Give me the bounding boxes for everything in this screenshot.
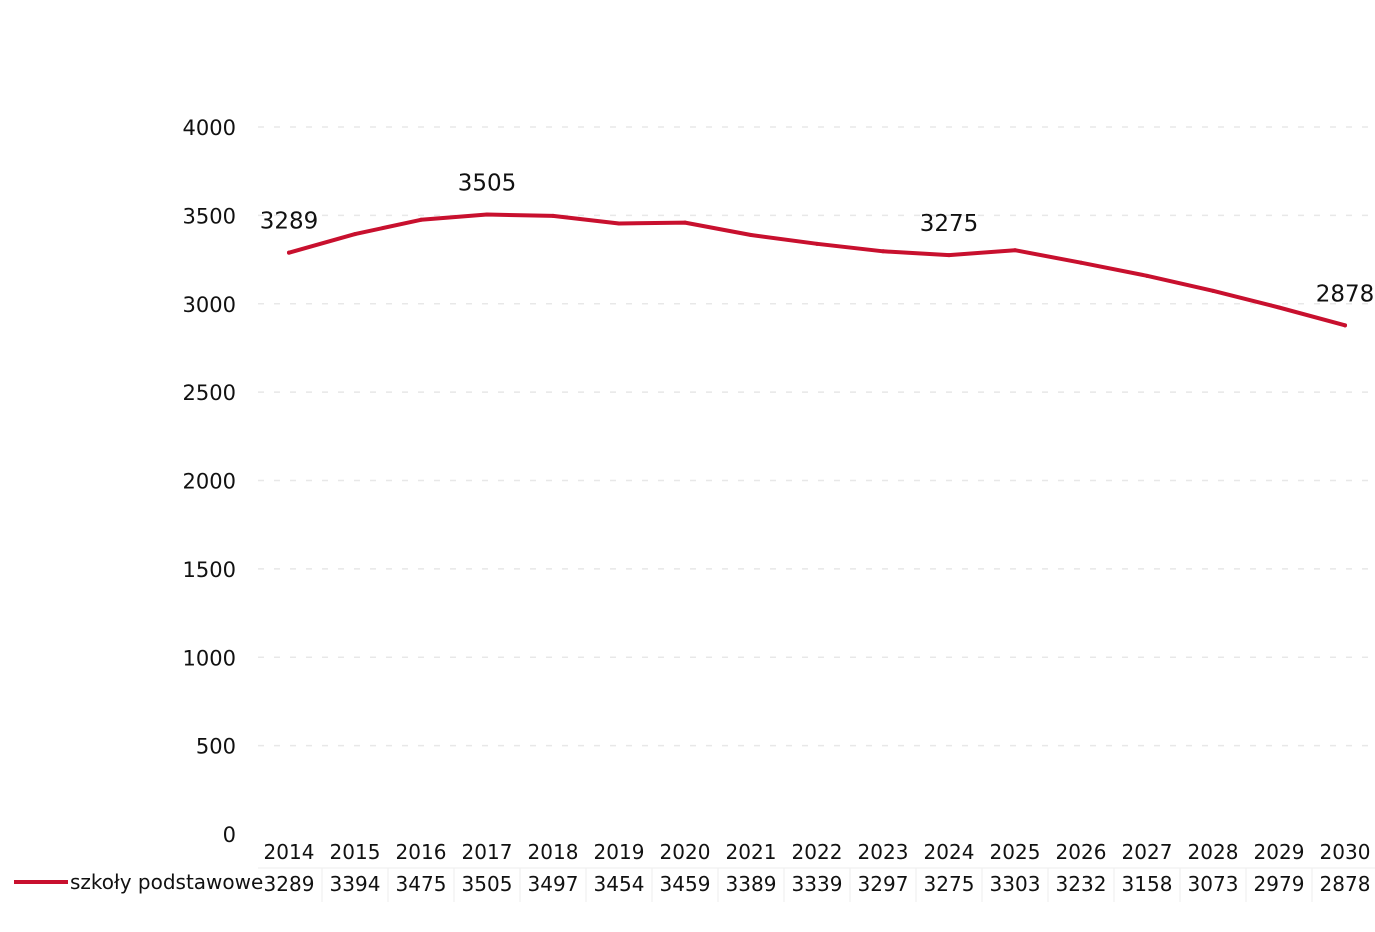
- table-value: 3459: [660, 872, 711, 896]
- table-value: 3475: [396, 872, 447, 896]
- y-tick-label: 3500: [183, 204, 236, 228]
- y-axis: 0 500 1000 1500 2000 2500 3000 3500 4000: [183, 116, 236, 847]
- data-label: 3505: [458, 170, 517, 196]
- data-point: [815, 241, 819, 246]
- y-tick-label: 2500: [183, 381, 236, 405]
- table-value: 3158: [1122, 872, 1173, 896]
- data-point: [947, 253, 951, 258]
- table-value: 3289: [264, 872, 315, 896]
- x-tick-label: 2020: [660, 840, 711, 864]
- table-value: 3073: [1188, 872, 1239, 896]
- y-tick-label: 500: [196, 735, 236, 759]
- data-point: [551, 213, 555, 218]
- x-tick-label: 2028: [1188, 840, 1239, 864]
- data-point: [419, 217, 423, 222]
- table-value: 3497: [528, 872, 579, 896]
- series-line: [287, 212, 1347, 328]
- data-point: [1013, 248, 1017, 253]
- table-value: 3454: [594, 872, 645, 896]
- data-point: [485, 212, 489, 217]
- series-layer: [287, 212, 1347, 328]
- table-value: 3297: [858, 872, 909, 896]
- x-tick-label: 2014: [264, 840, 315, 864]
- table-value: 3339: [792, 872, 843, 896]
- table-value: 3389: [726, 872, 777, 896]
- table-value: 3303: [990, 872, 1041, 896]
- legend: szkoły podstawowe: [14, 870, 263, 894]
- data-table: 2014 3289 2015 3394 2016 3475 2017 3505 2018 3497…: [258, 840, 1375, 902]
- x-tick-label: 2023: [858, 840, 909, 864]
- x-tick-label: 2016: [396, 840, 447, 864]
- data-point: [1145, 273, 1149, 278]
- x-tick-label: 2029: [1254, 840, 1305, 864]
- x-tick-label: 2017: [462, 840, 513, 864]
- table-value: 3275: [924, 872, 975, 896]
- x-tick-label: 2030: [1320, 840, 1371, 864]
- data-label: 2878: [1316, 281, 1375, 307]
- table-value: 2878: [1320, 872, 1371, 896]
- legend-label: szkoły podstawowe: [70, 870, 263, 894]
- x-tick-label: 2019: [594, 840, 645, 864]
- data-label: 3275: [920, 211, 979, 237]
- data-point: [1211, 288, 1215, 293]
- gridlines: [258, 126, 1375, 747]
- data-point: [1079, 260, 1083, 265]
- data-point: [617, 221, 621, 226]
- x-tick-label: 2015: [330, 840, 381, 864]
- x-tick-label: 2018: [528, 840, 579, 864]
- data-labels: 3289 3505 3275 2878: [260, 170, 1375, 307]
- data-point: [749, 232, 753, 237]
- data-point: [1277, 305, 1281, 310]
- table-value: 2979: [1254, 872, 1305, 896]
- y-tick-label: 2000: [183, 470, 236, 494]
- data-point: [683, 220, 687, 225]
- y-tick-label: 4000: [183, 116, 236, 140]
- data-point: [287, 250, 291, 255]
- data-label: 3289: [260, 209, 319, 235]
- x-tick-label: 2025: [990, 840, 1041, 864]
- y-tick-label: 1000: [183, 646, 236, 670]
- x-tick-label: 2021: [726, 840, 777, 864]
- table-value: 3232: [1056, 872, 1107, 896]
- data-point: [881, 249, 885, 254]
- data-point: [353, 232, 357, 237]
- y-tick-label: 1500: [183, 558, 236, 582]
- y-tick-label: 3000: [183, 293, 236, 317]
- x-tick-label: 2026: [1056, 840, 1107, 864]
- y-tick-label: 0: [223, 823, 236, 847]
- x-tick-label: 2022: [792, 840, 843, 864]
- data-point: [1343, 323, 1347, 328]
- table-value: 3505: [462, 872, 513, 896]
- x-tick-label: 2027: [1122, 840, 1173, 864]
- x-tick-label: 2024: [924, 840, 975, 864]
- table-value: 3394: [330, 872, 381, 896]
